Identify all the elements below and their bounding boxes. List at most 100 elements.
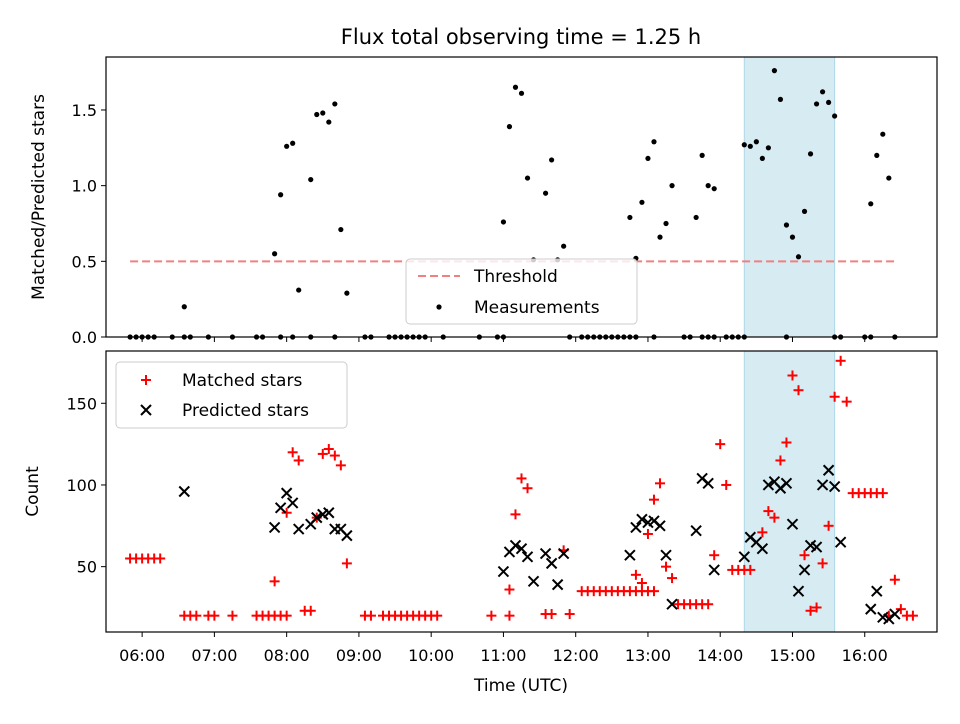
predicted-star-b [311, 511, 323, 524]
count-y-tick-label: 50 [77, 558, 97, 577]
matched-star-point [715, 439, 726, 450]
bottom-panel: 50 100 150 06:00 07:00 08:00 09:00 10:00 11:00 12… [23, 350, 938, 665]
measurement-point [759, 155, 765, 162]
predicted-star-b [323, 507, 335, 519]
count-axes-frame [105, 350, 938, 633]
matched-star-point [365, 610, 376, 621]
predicted-star-b [690, 525, 702, 537]
matched-star-point [287, 447, 298, 458]
predicted-star-point [666, 598, 678, 610]
predicted-star-point [660, 549, 672, 561]
measurement-point [819, 89, 826, 95]
measurement-point [699, 152, 705, 158]
measurement-point [272, 251, 278, 257]
matched-star-point [781, 437, 792, 448]
predicted-star-b [750, 536, 763, 548]
measurement-point [789, 234, 796, 240]
x-tick-label: 14:00 [697, 646, 743, 665]
x-tick-label: 07:00 [191, 646, 237, 665]
predicted-star-point [292, 523, 305, 535]
matched-star-point [775, 455, 786, 466]
predicted-star-b [828, 480, 841, 493]
predicted-star-point [889, 608, 901, 620]
matched-star-point [329, 450, 340, 461]
predicted-star-b [292, 523, 305, 535]
matched-star-point [305, 605, 316, 616]
predicted-star-b [497, 565, 510, 578]
predicted-star-b [539, 547, 552, 560]
measurement-point [795, 254, 802, 260]
predicted-star-b [871, 585, 883, 597]
x-tick-label: 09:00 [336, 646, 382, 665]
measurement-point [645, 155, 651, 162]
measurement-point [326, 119, 332, 125]
predicted-star-point [708, 564, 720, 576]
matched-star-point [546, 609, 557, 620]
matched-star-point [907, 610, 918, 621]
measurement-point [506, 124, 513, 130]
predicted-star-b [834, 536, 847, 548]
predicted-star-point [178, 485, 190, 498]
ratio-y-tick-label: 1.5 [72, 101, 97, 120]
predicted-star-b [286, 497, 299, 509]
predicted-star-b [822, 464, 835, 476]
predicted-star-point [323, 507, 335, 519]
predicted-star-point [521, 551, 534, 563]
count-y-axis-label: Count [23, 466, 43, 517]
predicted-star-b [708, 564, 720, 576]
predicted-star-b [636, 513, 648, 525]
measurement-point [832, 113, 838, 119]
predicted-star-point [702, 477, 714, 490]
measurement-point [777, 96, 784, 102]
predicted-legend-swatch-b [140, 404, 152, 416]
predicted-star-point [654, 520, 666, 532]
chart-title: Flux total observing time = 1.25 h [341, 25, 701, 49]
predicted-star-b [527, 575, 540, 588]
x-tick-label: 15:00 [769, 646, 815, 665]
predicted-star-point [268, 521, 281, 534]
measurement-point [308, 176, 314, 183]
matched-star-point [323, 444, 334, 455]
top-legend-box [405, 258, 638, 325]
predicted-star-point [630, 521, 642, 534]
predicted-star-b [804, 539, 817, 552]
matched-star-point [805, 605, 816, 616]
measurement-point [807, 151, 814, 157]
matched-star-point [793, 385, 804, 396]
measurement-point [880, 131, 886, 137]
predicted-star-b [792, 585, 805, 597]
bottom-legend: Matched stars Predicted stars [115, 361, 348, 429]
matched-star-point [630, 569, 641, 580]
matched-star-point [281, 507, 292, 518]
measurement-point [886, 175, 892, 181]
measurement-point [518, 90, 525, 96]
predicted-star-point [341, 529, 353, 542]
predicted-star-point [690, 525, 702, 537]
measurement-point [747, 143, 753, 149]
measurement-point [868, 201, 874, 207]
ratio-y-axis-label: Matched/Predicted stars [29, 94, 49, 300]
predicted-star-b [756, 542, 769, 555]
measurement-point [874, 152, 880, 158]
matched-star-point [757, 527, 768, 538]
predicted-star-b [274, 502, 287, 514]
measurement-point [651, 139, 657, 145]
matched-star-point [516, 473, 527, 484]
matched-star-point [281, 610, 292, 621]
predicted-star-point [636, 513, 648, 525]
matched-star-point [293, 455, 304, 466]
predicted-star-b [810, 541, 823, 553]
predicted-star-b [816, 479, 829, 491]
predicted-star-point [871, 585, 883, 597]
x-tick-label: 10:00 [408, 646, 454, 665]
matched-star-point [811, 602, 822, 613]
predicted-star-point [834, 536, 847, 548]
matched-star-point [191, 610, 202, 621]
predicted-star-b [268, 521, 281, 534]
ratio-axes-frame [105, 56, 938, 338]
x-tick-label: 13:00 [625, 646, 671, 665]
predicted-star-b [780, 477, 793, 490]
predicted-star-b [545, 557, 558, 570]
predicted-star-b [630, 521, 642, 534]
ratio-y-tick-label: 0.0 [72, 328, 97, 347]
